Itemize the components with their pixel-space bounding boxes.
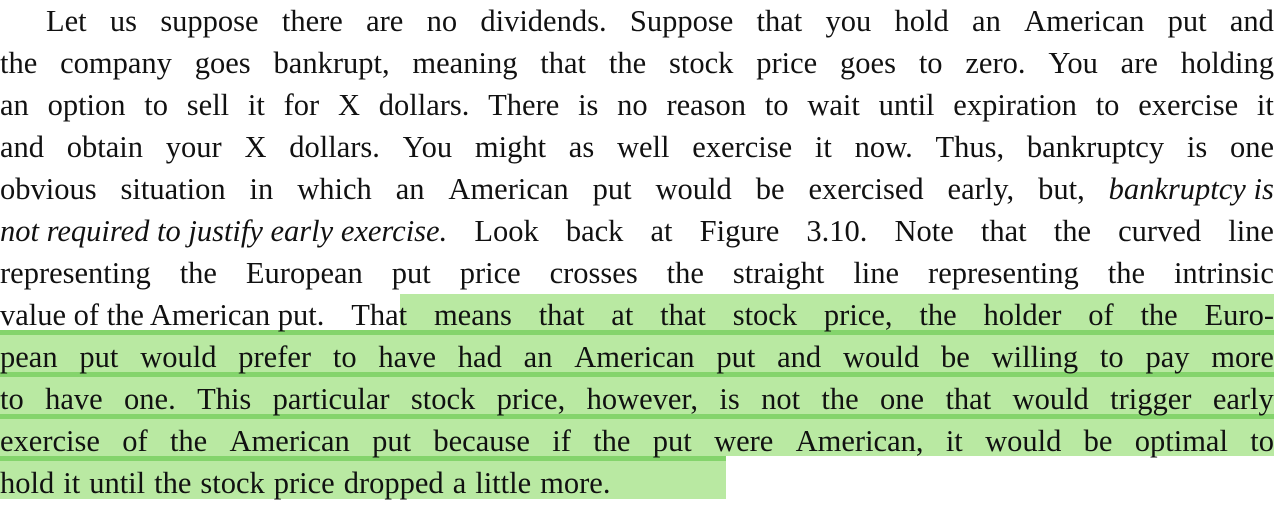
highlight-line-9[interactable] [0, 335, 1274, 372]
highlight-edge-8 [0, 330, 1274, 335]
highlight-line-8-partial[interactable] [400, 294, 1274, 330]
emphasis-run: not required to justify early exercise. [0, 214, 448, 248]
text-line-11: exercise of the American put because if the put w… [0, 424, 1274, 458]
text-line-6: not required to justify early exercise. L… [0, 210, 1274, 252]
text-line-2: the company goes bankrupt, meaning that the sto… [0, 46, 1274, 80]
highlight-edge-11 [0, 456, 726, 461]
line-8-head: value of the American put. [0, 298, 325, 332]
text-line-10: to have one. This particular stock price, howev… [0, 382, 1274, 416]
text-line-5: obvious situation in which an American put woul… [0, 168, 1274, 210]
text-line-7: representing the European put price crosses th… [0, 256, 1274, 290]
highlight-line-11[interactable] [0, 419, 1274, 456]
highlight-line-12[interactable] [0, 461, 726, 499]
highlight-edge-9 [0, 372, 1274, 377]
line-indent: Let [46, 4, 87, 38]
text-line-1: Let us suppose there are no dividends. Suppose t… [0, 0, 1274, 42]
figure-reference: 3.10. [806, 214, 868, 248]
emphasis-run: bankruptcy is [1108, 172, 1274, 206]
highlight-edge-10 [0, 414, 1274, 419]
text-line-13-clipped: ofthestockpriceandthesmallertheput [0, 496, 1274, 506]
highlight-line-10[interactable] [0, 377, 1274, 414]
text-line-8: value of the American put. That means that a… [0, 294, 1274, 336]
text-line-12: hold it until the stock price dropped a little mo… [0, 466, 611, 500]
text-line-9: pean put would prefer to have had an American put… [0, 340, 1274, 374]
